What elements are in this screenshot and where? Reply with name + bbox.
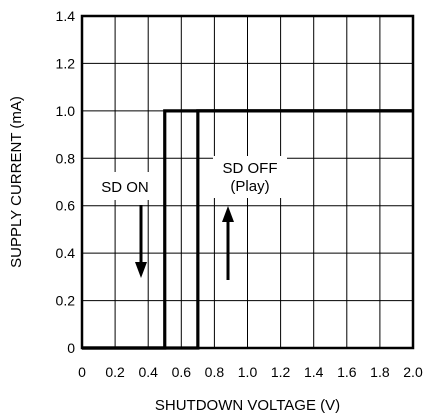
up-arrow-icon — [222, 206, 234, 222]
x-tick-label-8: 1.6 — [337, 364, 357, 380]
x-tick-label-5: 1.0 — [238, 364, 258, 380]
annotation-bg-1 — [213, 156, 287, 198]
x-tick-label-1: 0.2 — [105, 364, 125, 380]
x-tick-label-0: 0 — [78, 364, 86, 380]
y-tick-label-6: 1.2 — [56, 55, 76, 71]
x-tick-label-6: 1.2 — [271, 364, 291, 380]
x-tick-label-2: 0.4 — [138, 364, 158, 380]
annotation-text-0-0: SD ON — [101, 179, 149, 196]
y-tick-label-4: 0.8 — [56, 150, 76, 166]
annotations: SD ON SD OFF(Play) — [93, 156, 287, 280]
annotation-bg-0 — [93, 172, 163, 200]
y-tick-label-3: 0.6 — [56, 198, 76, 214]
x-tick-label-3: 0.6 — [172, 364, 192, 380]
x-tick-label-10: 2.0 — [403, 364, 423, 380]
y-axis-label: SUPPLY CURRENT (mA) — [8, 96, 25, 268]
y-tick-label-1: 0.2 — [56, 293, 76, 309]
x-tick-label-7: 1.4 — [304, 364, 324, 380]
x-axis-label: SHUTDOWN VOLTAGE (V) — [155, 397, 340, 414]
y-tick-label-2: 0.4 — [56, 245, 76, 261]
annotation-text-1-1: (Play) — [230, 178, 269, 195]
y-tick-label-5: 1.0 — [56, 103, 76, 119]
down-arrow-icon — [135, 262, 147, 278]
y-tick-label-7: 1.4 — [56, 8, 76, 24]
plot-frame — [80, 14, 415, 350]
annotation-text-1-0: SD OFF — [223, 160, 278, 177]
x-tick-label-9: 1.8 — [370, 364, 390, 380]
y-tick-label-0: 0 — [67, 340, 75, 356]
tick-labels: 0 0.2 0.4 0.6 0.8 1.0 1.2 1.4 1.6 1.8 2.0 0 0.2 0.4 0.… — [56, 8, 423, 380]
x-tick-label-4: 0.8 — [205, 364, 225, 380]
